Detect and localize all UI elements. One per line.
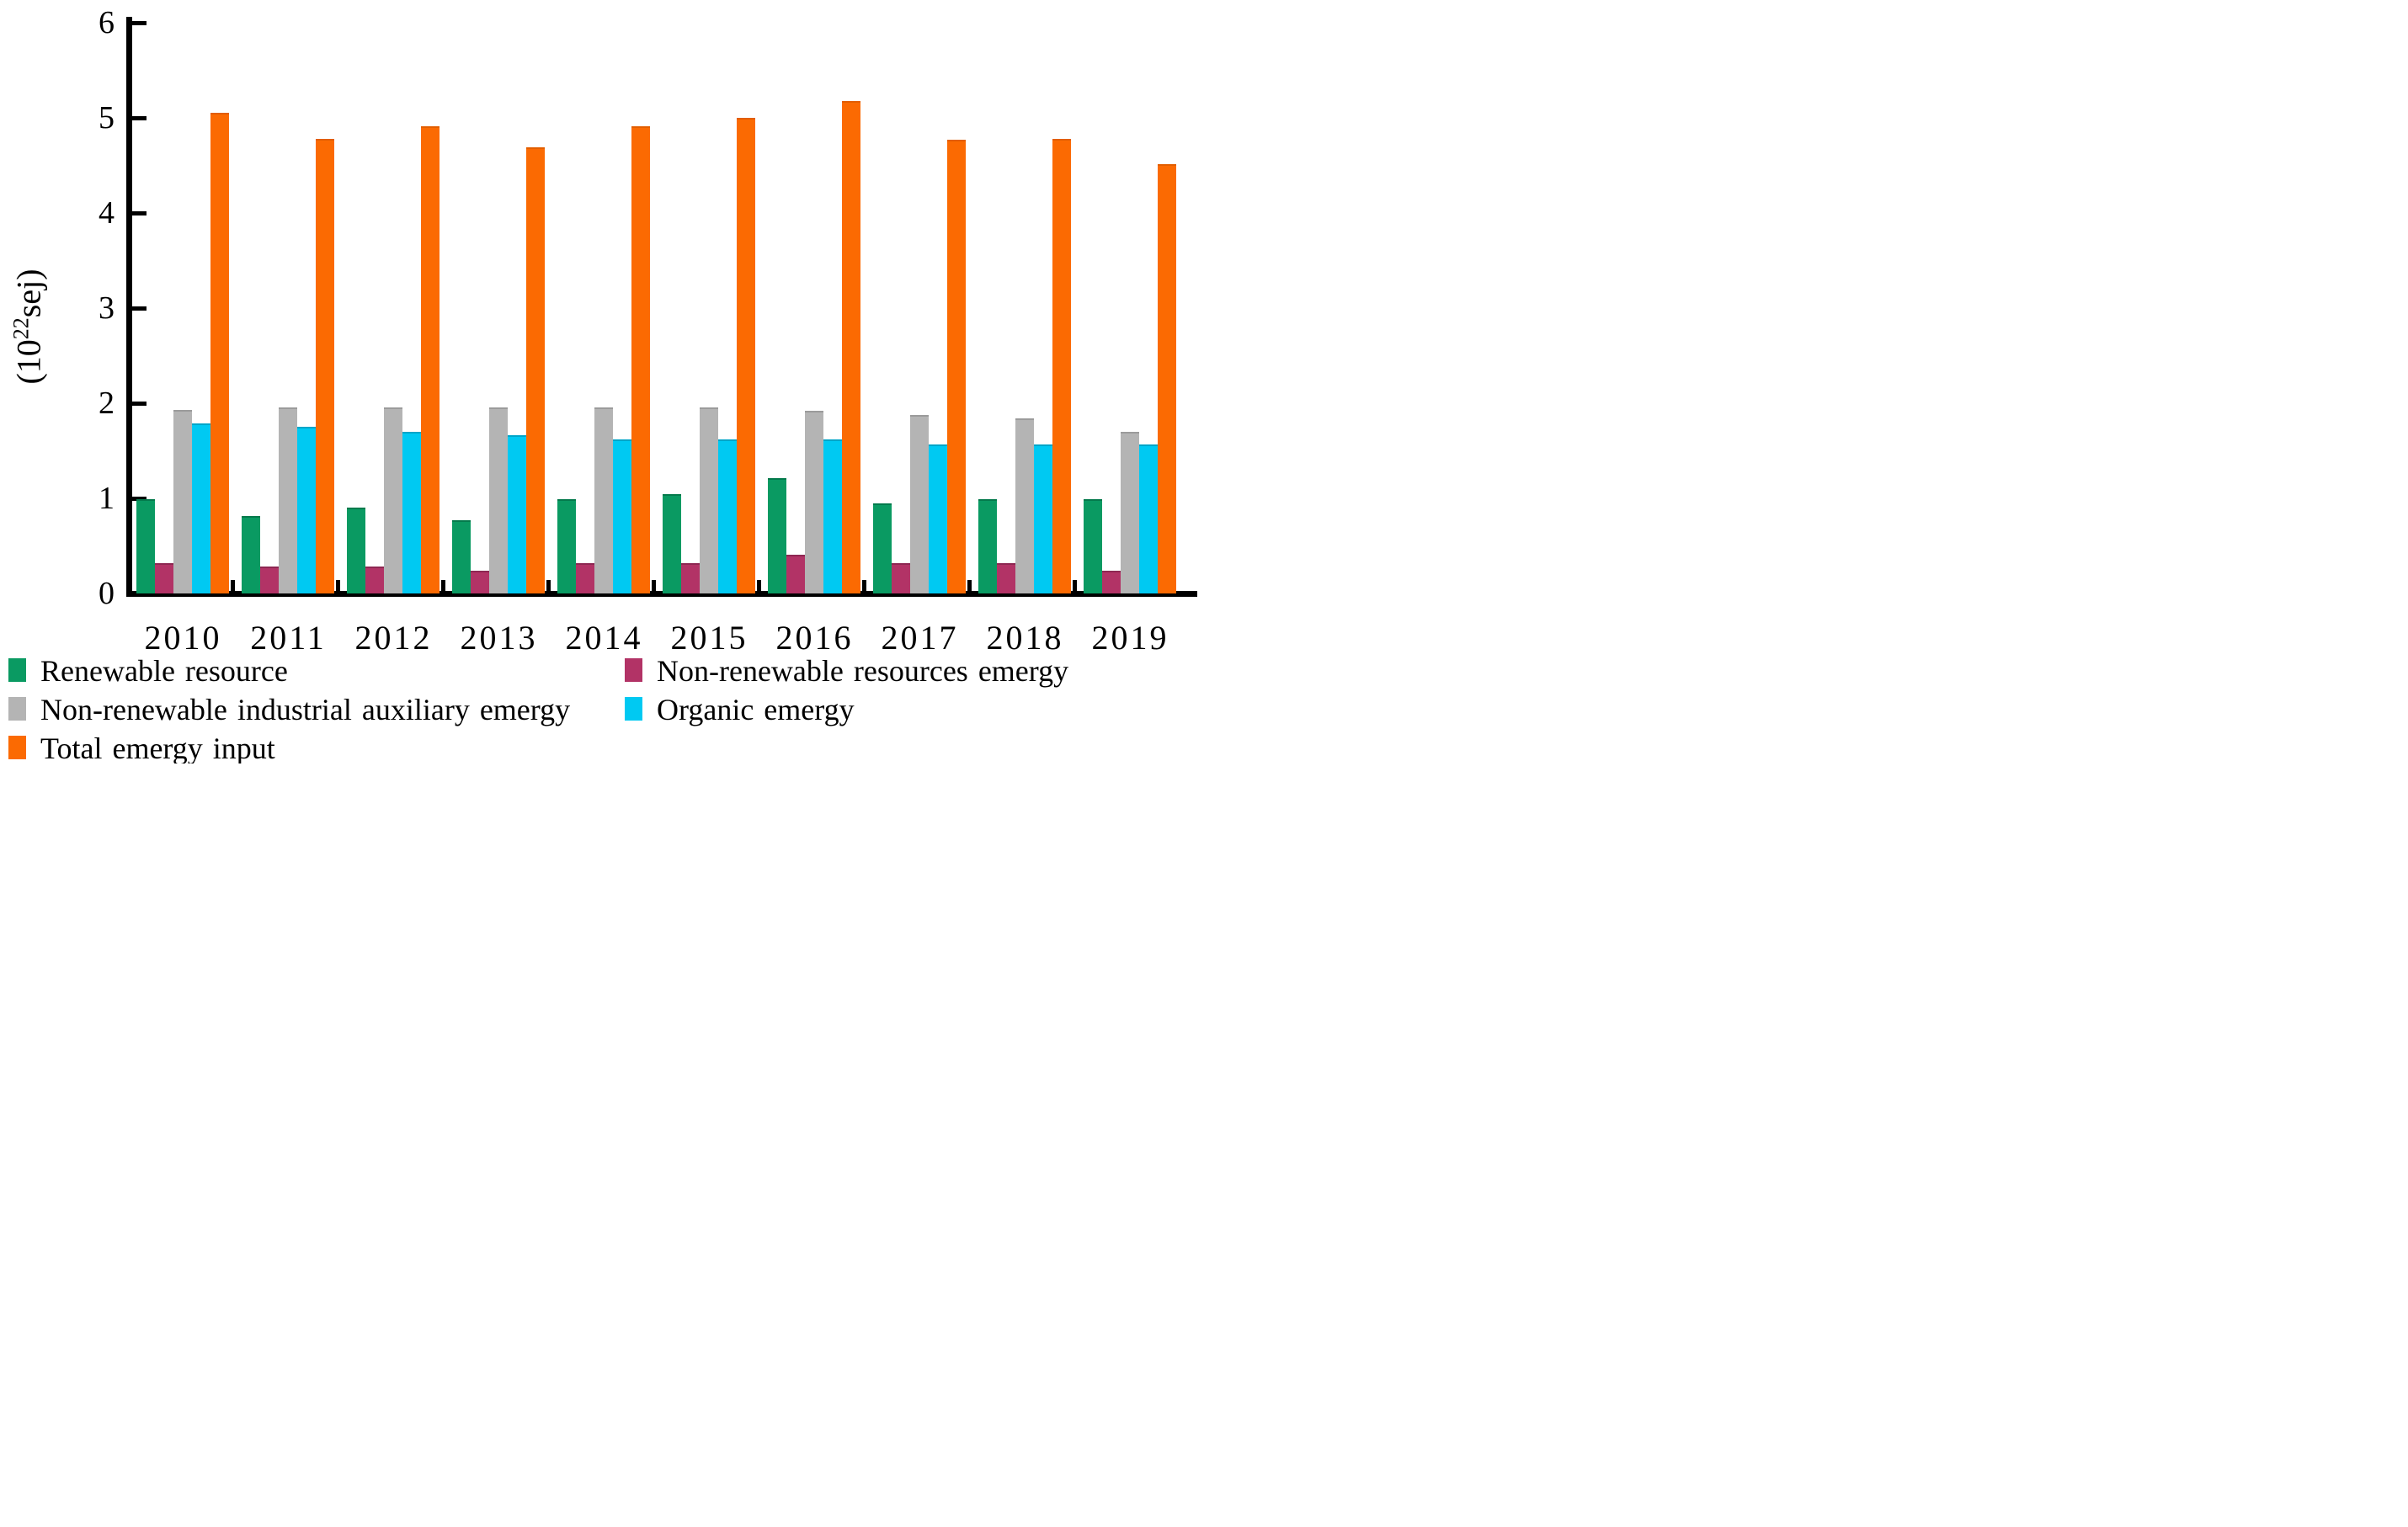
bar-non-renewable-resources-emergy-2010: [155, 562, 173, 593]
bar-organic-emergy-2019: [1139, 444, 1158, 593]
bar-non-renewable-resources-emergy-2014: [576, 562, 594, 593]
legend-swatch-non-renewable-resources-emergy: [625, 658, 642, 682]
x-tick-label-2016: 2016: [775, 619, 854, 657]
x-tick-mark-7: [967, 580, 972, 593]
bar-renewable-resource-2015: [663, 494, 681, 593]
legend-swatch-non-renewable-industrial-auxiliary-emergy: [8, 697, 26, 721]
bar-renewable-resource-2013: [452, 519, 471, 593]
bar-organic-emergy-2012: [402, 431, 421, 593]
bar-renewable-resource-2019: [1084, 499, 1102, 593]
x-tick-label-2017: 2017: [881, 619, 959, 657]
bar-non-renewable-resources-emergy-2011: [260, 567, 279, 593]
x-tick-mark-3: [546, 580, 551, 593]
bar-total-emergy-input-2014: [631, 126, 650, 593]
bar-chart-figure: (1022sej) 0 1 2 3 4 5 6 2010 2011 2012 2013 2014 201…: [0, 0, 1204, 764]
bar-total-emergy-input-2010: [210, 113, 229, 593]
bar-non-renewable-resources-emergy-2018: [997, 562, 1015, 593]
x-tick-label-2010: 2010: [144, 619, 222, 657]
x-tick-mark-2: [441, 580, 445, 593]
bar-renewable-resource-2017: [873, 503, 892, 593]
bar-total-emergy-input-2018: [1052, 138, 1071, 593]
bar-non-renewable-industrial-auxiliary-emergy-2019: [1121, 431, 1139, 593]
bar-non-renewable-resources-emergy-2012: [365, 567, 384, 593]
y-tick-label-5: 5: [99, 100, 115, 136]
x-tick-mark-0: [231, 580, 235, 593]
bar-total-emergy-input-2012: [421, 126, 440, 593]
bar-non-renewable-industrial-auxiliary-emergy-2016: [805, 411, 823, 593]
x-tick-mark-8: [1073, 580, 1077, 593]
y-tick-label-2: 2: [99, 386, 115, 421]
bar-total-emergy-input-2017: [947, 139, 966, 593]
legend-swatch-organic-emergy: [625, 697, 642, 721]
bar-non-renewable-industrial-auxiliary-emergy-2013: [489, 407, 508, 593]
bar-total-emergy-input-2013: [526, 147, 545, 593]
bar-organic-emergy-2011: [297, 427, 316, 593]
bar-non-renewable-industrial-auxiliary-emergy-2015: [700, 407, 718, 593]
x-tick-label-2011: 2011: [250, 619, 327, 657]
bar-total-emergy-input-2015: [737, 118, 755, 593]
bar-non-renewable-industrial-auxiliary-emergy-2011: [279, 407, 297, 593]
bar-total-emergy-input-2019: [1158, 164, 1176, 593]
x-tick-label-2012: 2012: [354, 619, 433, 657]
legend-swatch-total-emergy-input: [8, 736, 26, 759]
legend-label-non-renewable-resources-emergy: Non-renewable resources emergy: [657, 654, 1069, 688]
bar-non-renewable-resources-emergy-2015: [681, 562, 700, 593]
bar-organic-emergy-2017: [929, 444, 947, 593]
bar-renewable-resource-2018: [978, 499, 997, 593]
bar-non-renewable-industrial-auxiliary-emergy-2018: [1015, 418, 1034, 593]
bar-organic-emergy-2018: [1034, 444, 1052, 593]
bar-renewable-resource-2014: [557, 499, 576, 593]
legend-label-organic-emergy: Organic emergy: [657, 693, 855, 726]
bar-total-emergy-input-2016: [842, 100, 860, 593]
y-tick-label-1: 1: [99, 481, 115, 516]
x-tick-mark-6: [862, 580, 866, 593]
x-tick-label-2014: 2014: [565, 619, 643, 657]
legend-label-total-emergy-input: Total emergy input: [40, 732, 275, 764]
x-axis-line: [126, 591, 1197, 597]
legend-swatch-renewable-resource: [8, 658, 26, 682]
bar-total-emergy-input-2011: [316, 138, 334, 593]
bar-non-renewable-resources-emergy-2013: [471, 570, 489, 593]
bar-non-renewable-resources-emergy-2017: [892, 562, 910, 593]
bar-non-renewable-industrial-auxiliary-emergy-2012: [384, 407, 402, 593]
bar-organic-emergy-2014: [613, 439, 631, 593]
legend-label-renewable-resource: Renewable resource: [40, 654, 288, 688]
y-tick-label-6: 6: [99, 5, 115, 40]
legend-label-non-renewable-industrial-auxiliary-emergy: Non-renewable industrial auxiliary emerg…: [40, 693, 571, 726]
bar-non-renewable-resources-emergy-2016: [786, 554, 805, 593]
bar-organic-emergy-2015: [718, 439, 737, 593]
bar-renewable-resource-2012: [347, 508, 365, 593]
y-tick-label-4: 4: [99, 195, 115, 231]
bar-organic-emergy-2013: [508, 435, 526, 593]
bar-renewable-resource-2010: [136, 499, 155, 593]
y-tick-mark-6: [132, 21, 147, 25]
bar-non-renewable-resources-emergy-2019: [1102, 570, 1121, 593]
bar-non-renewable-industrial-auxiliary-emergy-2017: [910, 414, 929, 593]
y-tick-mark-3: [132, 306, 147, 311]
x-tick-mark-4: [652, 580, 656, 593]
y-axis-label: (1022sej): [8, 269, 48, 385]
y-tick-mark-5: [132, 116, 147, 120]
x-tick-mark-5: [757, 580, 761, 593]
x-tick-label-2019: 2019: [1091, 619, 1169, 657]
y-tick-mark-1: [132, 497, 147, 501]
y-tick-mark-4: [132, 211, 147, 215]
bar-non-renewable-industrial-auxiliary-emergy-2010: [173, 409, 192, 593]
x-tick-mark-1: [336, 580, 340, 593]
y-tick-label-0: 0: [99, 576, 115, 611]
bar-non-renewable-industrial-auxiliary-emergy-2014: [594, 407, 613, 593]
bar-renewable-resource-2011: [242, 516, 260, 593]
x-tick-label-2018: 2018: [986, 619, 1064, 657]
bar-organic-emergy-2010: [192, 423, 210, 593]
bar-organic-emergy-2016: [823, 439, 842, 593]
x-tick-label-2015: 2015: [670, 619, 749, 657]
y-tick-label-3: 3: [99, 290, 115, 326]
x-tick-label-2013: 2013: [460, 619, 538, 657]
y-tick-mark-2: [132, 402, 147, 406]
y-axis-line: [126, 17, 132, 597]
bar-renewable-resource-2016: [768, 478, 786, 593]
